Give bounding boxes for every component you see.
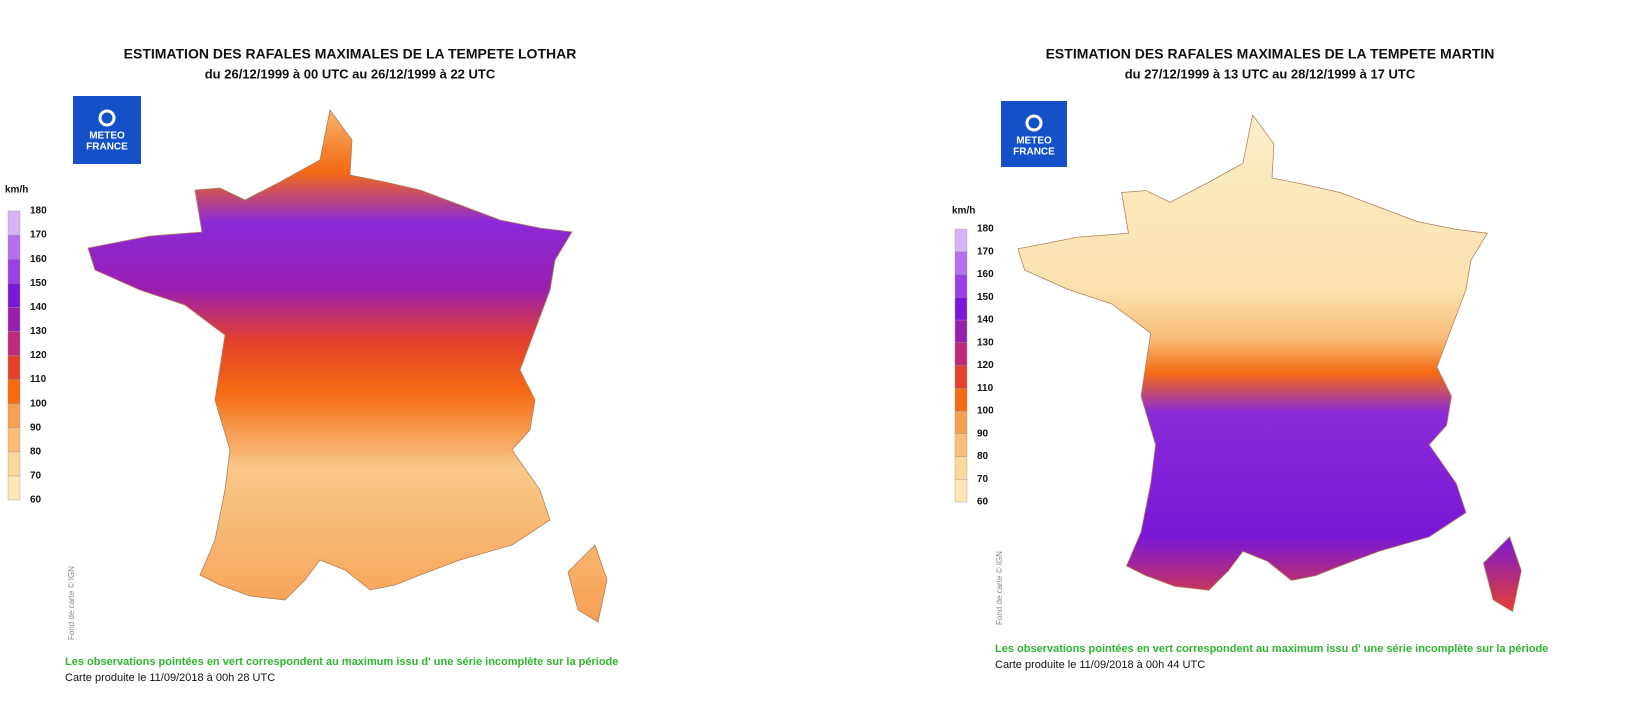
- legend-unit: km/h: [5, 185, 28, 196]
- legend-tick: 180: [977, 224, 994, 235]
- legend-swatch: [7, 427, 21, 453]
- legend-swatch: [954, 433, 968, 457]
- map-subtitle: du 27/12/1999 à 13 UTC au 28/12/1999 à 1…: [1125, 66, 1416, 81]
- logo-text: FRANCE: [1013, 147, 1055, 158]
- map-subtitle: du 26/12/1999 à 00 UTC au 26/12/1999 à 2…: [205, 66, 496, 81]
- legend-tick: 130: [30, 326, 47, 337]
- legend-swatch: [954, 251, 968, 275]
- legend-tick: 120: [30, 350, 47, 361]
- legend-tick: 100: [30, 398, 47, 409]
- logo-text: FRANCE: [86, 142, 128, 153]
- legend-swatch: [954, 456, 968, 480]
- legend-swatch: [7, 331, 21, 356]
- legend-tick: 140: [977, 315, 994, 326]
- legend-swatch: [7, 210, 21, 236]
- legend-swatch: [954, 319, 968, 343]
- map-produced: Carte produite le 11/09/2018 à 00h 44 UT…: [995, 659, 1205, 671]
- legend-tick: 70: [30, 471, 42, 482]
- legend-swatch: [954, 365, 968, 389]
- legend-tick: 170: [977, 246, 994, 257]
- legend-tick: 80: [977, 451, 989, 462]
- legend-tick: 130: [977, 337, 994, 348]
- legend-swatch: [954, 342, 968, 366]
- legend-tick: 60: [30, 495, 42, 506]
- logo-text: METEO: [89, 131, 125, 142]
- legend-tick: 90: [977, 428, 989, 439]
- legend-tick: 70: [977, 474, 989, 485]
- legend-tick: 80: [30, 446, 42, 457]
- map-martin: [1017, 114, 1522, 613]
- legend-swatch: [7, 475, 21, 501]
- logo-box: [73, 96, 141, 164]
- legend-swatch: [7, 258, 21, 284]
- legend-tick: 110: [977, 383, 994, 394]
- map-produced: Carte produite le 11/09/2018 à 00h 28 UT…: [65, 672, 275, 684]
- map-title: ESTIMATION DES RAFALES MAXIMALES DE LA T…: [124, 46, 577, 62]
- legend-tick: 150: [30, 278, 47, 289]
- logo-icon: [98, 109, 116, 127]
- legend-tick: 110: [30, 374, 47, 385]
- legend-swatch: [954, 297, 968, 321]
- legend-tick: 180: [30, 206, 47, 217]
- map-note: Les observations pointées en vert corres…: [995, 643, 1548, 655]
- legend-swatch: [954, 479, 968, 503]
- logo-box: [1001, 101, 1067, 167]
- map-credit: Fond de carte © IGN: [67, 566, 76, 640]
- legend-tick: 60: [977, 497, 989, 508]
- legend-swatch: [954, 274, 968, 298]
- legend-swatch: [7, 379, 21, 404]
- legend-swatch: [954, 228, 968, 252]
- legend-tick: 100: [977, 406, 994, 417]
- legend-swatch: [7, 283, 21, 308]
- legend-swatch: [954, 388, 968, 412]
- legend-swatch: [7, 234, 21, 260]
- legend-swatch: [7, 355, 21, 380]
- legend-swatch: [7, 451, 21, 477]
- legend-tick: 140: [30, 302, 47, 313]
- map-title: ESTIMATION DES RAFALES MAXIMALES DE LA T…: [1046, 46, 1495, 62]
- legend-tick: 160: [30, 254, 47, 265]
- map-lothar: [87, 109, 608, 623]
- legend-swatch: [954, 410, 968, 434]
- legend-tick: 170: [30, 230, 47, 241]
- legend-tick: 90: [30, 422, 42, 433]
- legend-swatch: [7, 307, 21, 332]
- logo-text: METEO: [1016, 136, 1052, 147]
- map-credit: Fond de carte © IGN: [995, 551, 1004, 625]
- legend-unit: km/h: [952, 206, 975, 217]
- logo-icon: [1025, 114, 1043, 132]
- map-note: Les observations pointées en vert corres…: [65, 656, 618, 668]
- legend-tick: 160: [977, 269, 994, 280]
- legend-tick: 150: [977, 292, 994, 303]
- legend-tick: 120: [977, 360, 994, 371]
- legend-swatch: [7, 403, 21, 428]
